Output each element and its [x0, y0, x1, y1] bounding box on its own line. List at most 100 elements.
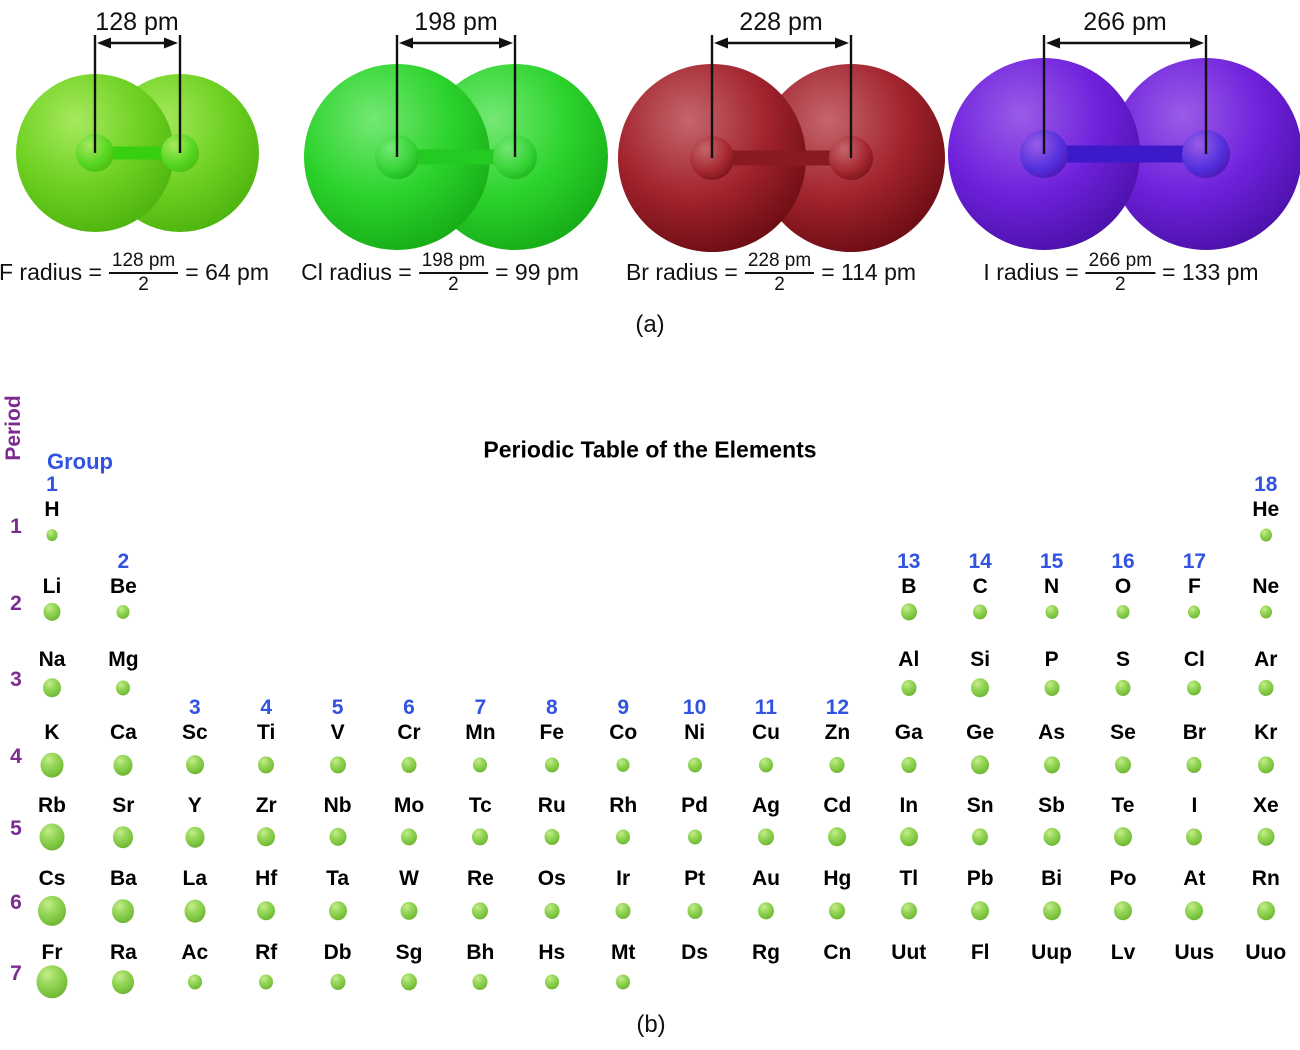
element-symbol: Ga [894, 721, 923, 744]
element-symbol: F [1187, 575, 1201, 598]
group-number: 16 [1111, 550, 1135, 573]
element-radius-circle [828, 827, 847, 847]
arrowhead-left-icon [399, 37, 413, 49]
element-symbol: Uut [891, 941, 927, 964]
element-radius-circle [1042, 901, 1061, 921]
radius-formula-F: F radius = 128 pm 2 = 64 pm [0, 250, 269, 296]
element-symbol: Te [1111, 794, 1135, 817]
fraction-denominator: 2 [138, 274, 149, 296]
radius-formula-Br: Br radius = 228 pm 2 = 114 pm [626, 250, 916, 296]
part-a-label: (a) [635, 311, 665, 338]
element-radius-circle [544, 828, 560, 846]
element-symbol: Ba [109, 867, 137, 890]
element-radius-circle [43, 602, 61, 622]
element-symbol: Cd [823, 794, 852, 817]
element-symbol: Mn [465, 721, 496, 744]
group-number: 12 [825, 696, 850, 719]
element-radius-circle [971, 755, 990, 775]
bond-length-label: 266 pm [1083, 8, 1166, 36]
element-symbol: Ca [109, 721, 137, 744]
element-symbol: Hf [255, 867, 278, 890]
element-radius-circle [1188, 605, 1201, 619]
formula-prefix: F radius = [0, 259, 102, 286]
element-radius-circle [1186, 828, 1203, 846]
element-symbol: O [1114, 575, 1132, 598]
element-symbol: As [1038, 721, 1066, 744]
element-symbol: Na [38, 648, 66, 671]
element-radius-circle [113, 826, 134, 848]
element-symbol: Bi [1041, 867, 1063, 890]
element-symbol: N [1044, 575, 1060, 598]
part-b-label: (b) [636, 1011, 666, 1038]
element-radius-circle [43, 678, 61, 698]
element-symbol: Ti [257, 721, 276, 744]
element-radius-circle [1115, 756, 1131, 774]
element-symbol: P [1044, 648, 1059, 671]
element-symbol: Be [109, 575, 137, 598]
formula-fraction: 266 pm 2 [1085, 250, 1156, 296]
element-symbol: Xe [1252, 794, 1279, 817]
element-radius-circle [544, 757, 559, 773]
element-radius-circle [38, 895, 66, 927]
bond-length-label: 228 pm [739, 8, 822, 36]
element-symbol: Li [42, 575, 62, 598]
element-symbol: Fr [41, 941, 63, 964]
group-number: 7 [474, 696, 487, 719]
bond-length-label: 198 pm [414, 8, 497, 36]
element-symbol: Zn [824, 721, 851, 744]
molecule-I: 266 pm [948, 8, 1300, 250]
element-symbol: W [399, 867, 419, 890]
element-symbol: B [901, 575, 917, 598]
covalent-radii-diagram: 128 pm 198 pm 228 pm 266 pm [16, 8, 1300, 252]
formula-result: = 99 pm [495, 259, 579, 286]
group-number: 10 [682, 696, 707, 719]
element-symbol: Cl [1183, 648, 1205, 671]
molecule-Cl: 198 pm [304, 8, 608, 250]
element-radius-circle [616, 757, 630, 773]
arrowhead-right-icon [499, 37, 513, 49]
element-symbol: Rh [609, 794, 638, 817]
element-radius-circle [401, 828, 417, 846]
element-radius-circle [473, 757, 488, 773]
element-symbol: Mo [393, 794, 425, 817]
element-radius-circle [544, 974, 559, 990]
element-radius-circle [330, 973, 346, 991]
element-symbol: Ge [966, 721, 995, 744]
period-number: 2 [10, 592, 22, 615]
element-radius-circle [1257, 756, 1274, 774]
element-radius-circle [185, 755, 204, 775]
element-symbol: Ds [681, 941, 709, 964]
period-axis-label: Period [2, 395, 25, 461]
element-radius-circle [1116, 604, 1130, 620]
element-symbol: Ir [616, 867, 631, 890]
fraction-denominator: 2 [774, 274, 785, 296]
element-symbol: C [972, 575, 988, 598]
formula-result: = 114 pm [821, 259, 917, 286]
element-symbol: At [1183, 867, 1206, 890]
element-radius-circle [1258, 679, 1274, 697]
element-radius-circle [1045, 604, 1059, 620]
element-radius-circle [615, 902, 631, 920]
arrowhead-left-icon [97, 37, 111, 49]
element-radius-circle [185, 826, 205, 848]
element-radius-circle [900, 902, 917, 920]
radius-formula-I: I radius = 266 pm 2 = 133 pm [983, 250, 1258, 296]
element-symbol: Ni [684, 721, 706, 744]
element-radius-circle [472, 902, 489, 920]
fraction-numerator: 266 pm [1085, 250, 1156, 275]
element-symbol: Br [1182, 721, 1207, 744]
element-radius-circle [112, 970, 135, 994]
element-radius-circle [116, 680, 131, 696]
element-radius-circle [401, 973, 417, 991]
element-symbol: S [1115, 648, 1131, 671]
element-symbol: K [44, 721, 60, 744]
fraction-denominator: 2 [448, 274, 459, 296]
element-symbol: Sb [1038, 794, 1066, 817]
radius-formula-Cl: Cl radius = 198 pm 2 = 99 pm [301, 250, 579, 296]
element-radius-circle [758, 902, 774, 920]
element-radius-circle [329, 827, 347, 847]
element-radius-circle [901, 679, 917, 697]
group-number: 8 [545, 696, 558, 719]
group-number: 11 [754, 696, 778, 719]
element-radius-circle [1185, 901, 1204, 921]
